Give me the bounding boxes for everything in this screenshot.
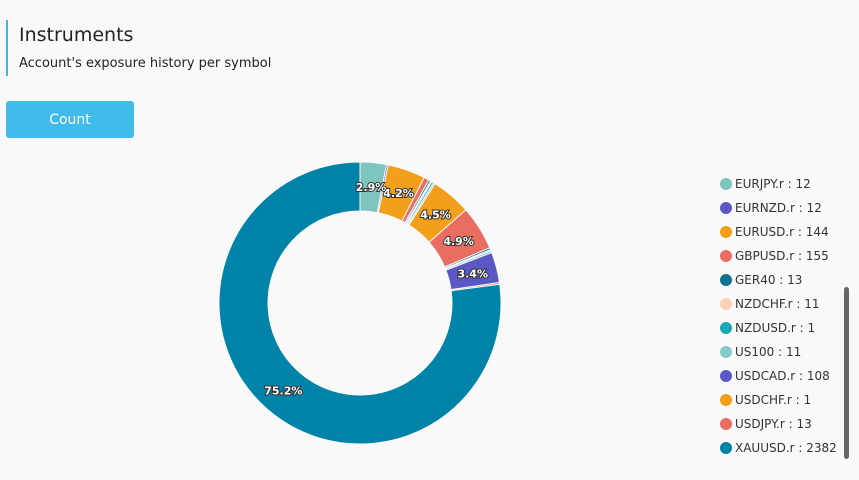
count-button[interactable]: Count xyxy=(6,101,134,138)
legend-swatch xyxy=(720,322,732,334)
legend-item[interactable]: EURNZD.r : 12 xyxy=(720,196,837,220)
slice-percent-label: 2.9% xyxy=(356,181,387,194)
slice-percent-label: 75.2% xyxy=(264,385,302,398)
page-title: Instruments xyxy=(19,24,134,46)
slice-percent-label: 4.5% xyxy=(420,208,451,221)
legend-swatch xyxy=(720,202,732,214)
legend-label: USDCAD.r : 108 xyxy=(735,369,830,383)
legend-item[interactable]: USDCHF.r : 1 xyxy=(720,388,837,412)
legend-label: NZDUSD.r : 1 xyxy=(735,321,816,335)
legend-swatch xyxy=(720,226,732,238)
legend-label: USDJPY.r : 13 xyxy=(735,417,812,431)
legend-label: EURJPY.r : 12 xyxy=(735,177,811,191)
chart-legend: EURJPY.r : 12 EURNZD.r : 12 EURUSD.r : 144… xyxy=(720,172,837,460)
slice-percent-label: 3.4% xyxy=(457,268,488,281)
legend-item[interactable]: NZDCHF.r : 11 xyxy=(720,292,837,316)
legend-item[interactable]: NZDUSD.r : 1 xyxy=(720,316,837,340)
legend-swatch xyxy=(720,394,732,406)
legend-label: GER40 : 13 xyxy=(735,273,803,287)
legend-swatch xyxy=(720,178,732,190)
legend-item[interactable]: GER40 : 13 xyxy=(720,268,837,292)
legend-label: XAUUSD.r : 2382 xyxy=(735,441,837,455)
section-header: Instruments Account's exposure history p… xyxy=(6,20,271,76)
legend-label: EURUSD.r : 144 xyxy=(735,225,829,239)
slice-percent-label: 4.2% xyxy=(383,187,414,200)
legend-item[interactable]: EURJPY.r : 12 xyxy=(720,172,837,196)
slice-percent-label: 4.9% xyxy=(443,235,474,248)
legend-swatch xyxy=(720,274,732,286)
legend-item[interactable]: GBPUSD.r : 155 xyxy=(720,244,837,268)
legend-item[interactable]: EURUSD.r : 144 xyxy=(720,220,837,244)
legend-swatch xyxy=(720,250,732,262)
legend-label: US100 : 11 xyxy=(735,345,802,359)
legend-item[interactable]: XAUUSD.r : 2382 xyxy=(720,436,837,460)
legend-swatch xyxy=(720,298,732,310)
exposure-donut-chart: 2.9%4.2% 4.5% 4.9% 3.4% 75.2% xyxy=(218,161,502,445)
legend-label: NZDCHF.r : 11 xyxy=(735,297,820,311)
legend-swatch xyxy=(720,418,732,430)
legend-item[interactable]: USDJPY.r : 13 xyxy=(720,412,837,436)
page-subtitle: Account's exposure history per symbol xyxy=(19,56,272,71)
legend-item[interactable]: US100 : 11 xyxy=(720,340,837,364)
legend-scrollbar[interactable] xyxy=(844,287,849,459)
legend-swatch xyxy=(720,346,732,358)
legend-swatch xyxy=(720,442,732,454)
legend-item[interactable]: USDCAD.r : 108 xyxy=(720,364,837,388)
legend-label: USDCHF.r : 1 xyxy=(735,393,812,407)
legend-label: EURNZD.r : 12 xyxy=(735,201,822,215)
legend-label: GBPUSD.r : 155 xyxy=(735,249,829,263)
donut-slice-xauusd-r[interactable] xyxy=(218,161,502,445)
legend-swatch xyxy=(720,370,732,382)
